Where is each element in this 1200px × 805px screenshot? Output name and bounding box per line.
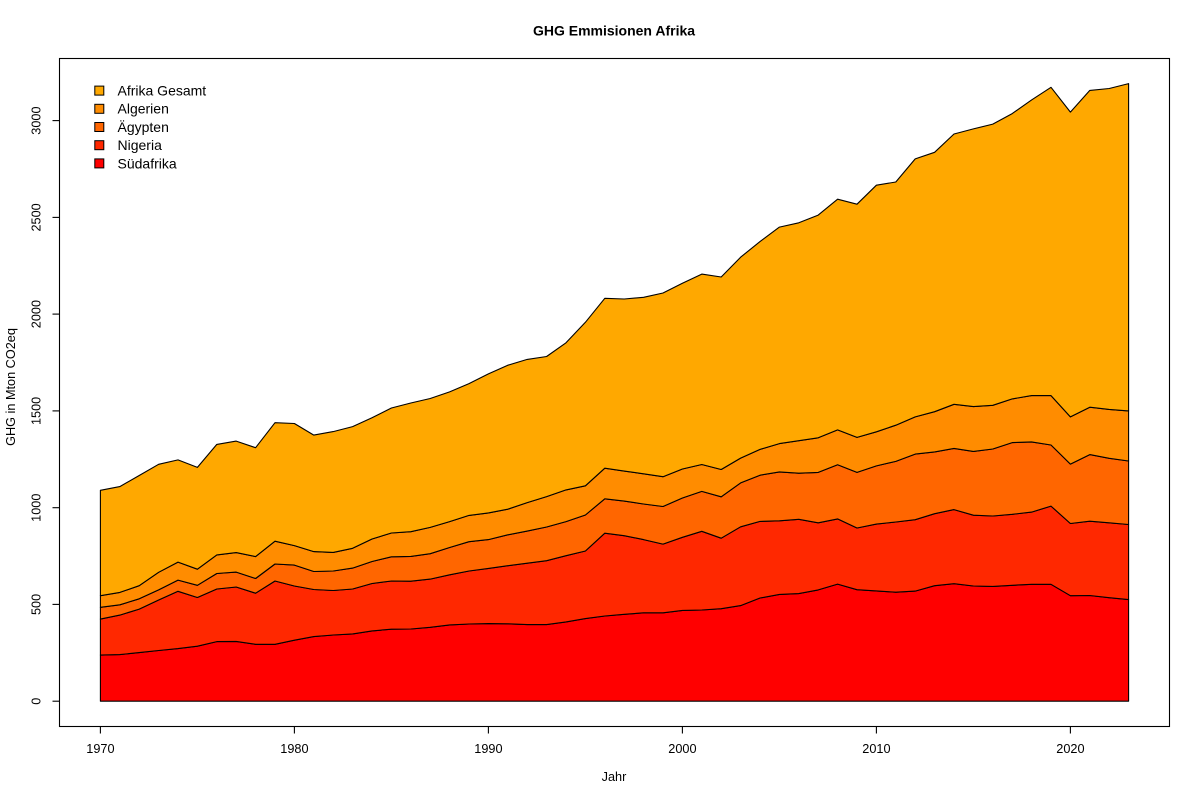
svg-text:1990: 1990 [474, 742, 502, 756]
svg-text:Nigeria: Nigeria [118, 137, 163, 153]
svg-text:2000: 2000 [668, 742, 696, 756]
svg-text:1000: 1000 [29, 494, 43, 522]
svg-text:Jahr: Jahr [602, 770, 627, 784]
svg-text:1970: 1970 [86, 742, 114, 756]
svg-text:Afrika Gesamt: Afrika Gesamt [118, 83, 207, 99]
svg-text:Ägypten: Ägypten [118, 119, 169, 135]
svg-text:0: 0 [29, 698, 43, 705]
svg-text:2010: 2010 [862, 742, 890, 756]
svg-text:2000: 2000 [29, 300, 43, 328]
svg-text:GHG in Mton CO2eq: GHG in Mton CO2eq [4, 328, 18, 446]
svg-text:1980: 1980 [280, 742, 308, 756]
svg-text:GHG Emmisionen Afrika: GHG Emmisionen Afrika [533, 23, 695, 39]
svg-text:Algerien: Algerien [118, 101, 169, 117]
svg-text:Südafrika: Südafrika [118, 155, 177, 171]
svg-text:2500: 2500 [29, 203, 43, 231]
svg-text:3000: 3000 [29, 106, 43, 134]
svg-text:500: 500 [29, 594, 43, 615]
svg-text:2020: 2020 [1056, 742, 1084, 756]
svg-text:1500: 1500 [29, 397, 43, 425]
